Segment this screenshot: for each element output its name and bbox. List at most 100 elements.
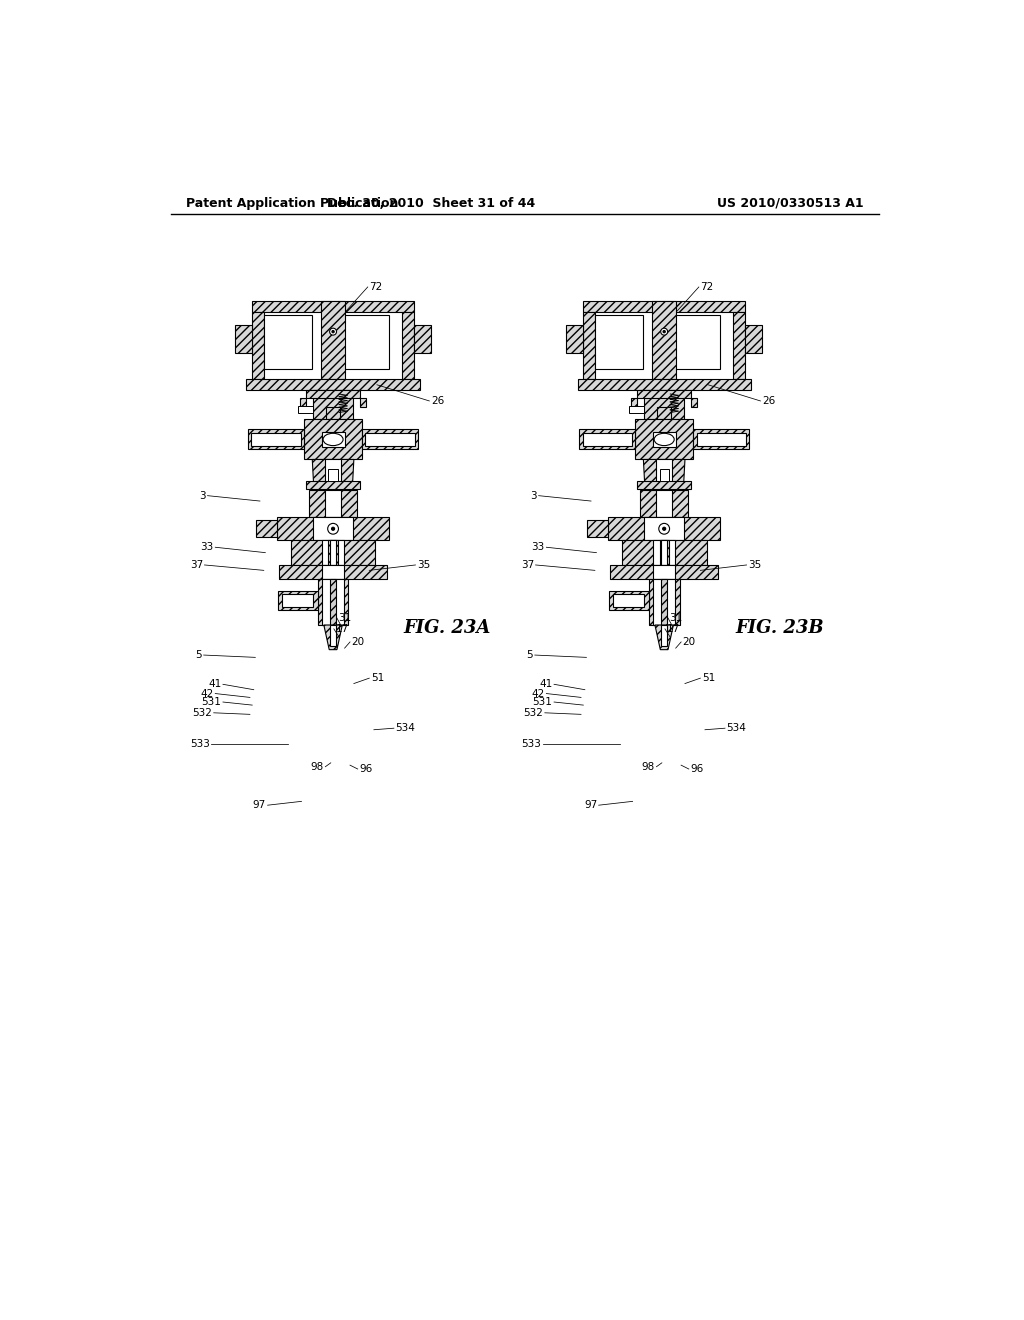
- Text: US 2010/0330513 A1: US 2010/0330513 A1: [717, 197, 863, 210]
- Text: 534: 534: [727, 723, 746, 733]
- Text: 72: 72: [700, 282, 714, 292]
- Text: 97: 97: [253, 800, 266, 810]
- Bar: [578, 379, 751, 391]
- Bar: [329, 469, 338, 480]
- Text: 20: 20: [351, 638, 365, 647]
- Bar: [415, 326, 431, 354]
- Bar: [622, 540, 707, 565]
- Text: 20: 20: [683, 638, 695, 647]
- Text: FIG. 23B: FIG. 23B: [735, 619, 823, 638]
- Text: 531: 531: [532, 697, 553, 708]
- Bar: [745, 326, 762, 354]
- Bar: [306, 391, 360, 397]
- Bar: [644, 517, 684, 540]
- Bar: [656, 459, 672, 517]
- Bar: [610, 565, 718, 578]
- Text: Patent Application Publication: Patent Application Publication: [186, 197, 398, 210]
- Text: 37: 37: [189, 560, 203, 570]
- Ellipse shape: [654, 433, 674, 446]
- Bar: [583, 433, 632, 446]
- Bar: [659, 469, 669, 480]
- Bar: [256, 520, 278, 537]
- Text: Dec. 30, 2010  Sheet 31 of 44: Dec. 30, 2010 Sheet 31 of 44: [327, 197, 535, 210]
- Circle shape: [332, 330, 334, 333]
- Text: 72: 72: [370, 282, 383, 292]
- Bar: [672, 314, 720, 368]
- Bar: [278, 517, 389, 540]
- Text: 96: 96: [359, 764, 373, 774]
- Bar: [696, 433, 745, 446]
- Text: 5: 5: [196, 649, 202, 660]
- Text: 533: 533: [521, 739, 541, 748]
- Bar: [298, 405, 313, 413]
- Bar: [608, 517, 720, 540]
- Bar: [659, 540, 669, 565]
- Bar: [635, 420, 693, 459]
- Bar: [693, 429, 749, 449]
- Bar: [631, 397, 637, 407]
- Bar: [300, 397, 306, 407]
- Polygon shape: [655, 626, 674, 649]
- Circle shape: [663, 527, 666, 531]
- Bar: [366, 433, 415, 446]
- Bar: [608, 591, 649, 610]
- Bar: [613, 594, 644, 607]
- Text: 98: 98: [642, 762, 655, 772]
- Text: 534: 534: [395, 723, 416, 733]
- Bar: [317, 578, 348, 626]
- Polygon shape: [643, 459, 685, 517]
- Bar: [637, 391, 691, 397]
- Bar: [278, 591, 317, 610]
- Bar: [652, 301, 677, 379]
- Text: 35: 35: [417, 560, 430, 570]
- Bar: [330, 626, 336, 645]
- Bar: [283, 594, 313, 607]
- Bar: [402, 312, 415, 379]
- Circle shape: [330, 329, 337, 335]
- Text: FIG. 23A: FIG. 23A: [403, 619, 492, 638]
- Circle shape: [660, 329, 668, 335]
- Bar: [252, 301, 415, 312]
- Bar: [360, 397, 367, 407]
- Bar: [733, 312, 745, 379]
- Bar: [326, 490, 341, 517]
- Text: 33: 33: [531, 543, 545, 552]
- Text: 97: 97: [584, 800, 597, 810]
- Bar: [653, 578, 675, 626]
- Text: 42: 42: [201, 689, 214, 698]
- Text: 31: 31: [670, 612, 683, 623]
- Text: 41: 41: [540, 680, 553, 689]
- Bar: [322, 432, 345, 447]
- Bar: [323, 540, 344, 565]
- Text: 532: 532: [523, 708, 544, 718]
- Bar: [247, 379, 420, 391]
- Bar: [306, 480, 360, 488]
- Bar: [291, 540, 376, 565]
- Bar: [330, 578, 336, 626]
- Text: 17: 17: [667, 624, 680, 634]
- Bar: [323, 578, 344, 626]
- Text: 5: 5: [526, 649, 534, 660]
- Ellipse shape: [323, 433, 343, 446]
- Circle shape: [328, 523, 339, 535]
- Bar: [362, 429, 418, 449]
- Bar: [323, 565, 344, 578]
- Bar: [637, 480, 691, 488]
- Text: 531: 531: [202, 697, 221, 708]
- Text: 37: 37: [521, 560, 535, 570]
- Bar: [653, 565, 675, 578]
- Text: 17: 17: [336, 624, 348, 634]
- Bar: [580, 429, 635, 449]
- Text: 35: 35: [749, 560, 762, 570]
- Bar: [583, 301, 745, 312]
- Bar: [644, 391, 684, 420]
- Bar: [252, 433, 301, 446]
- Polygon shape: [324, 626, 342, 649]
- Text: 533: 533: [190, 739, 210, 748]
- Text: 26: 26: [431, 396, 444, 407]
- Bar: [649, 578, 680, 626]
- Text: 42: 42: [531, 689, 545, 698]
- Bar: [583, 312, 595, 379]
- Text: 3: 3: [530, 491, 538, 500]
- Bar: [304, 420, 362, 459]
